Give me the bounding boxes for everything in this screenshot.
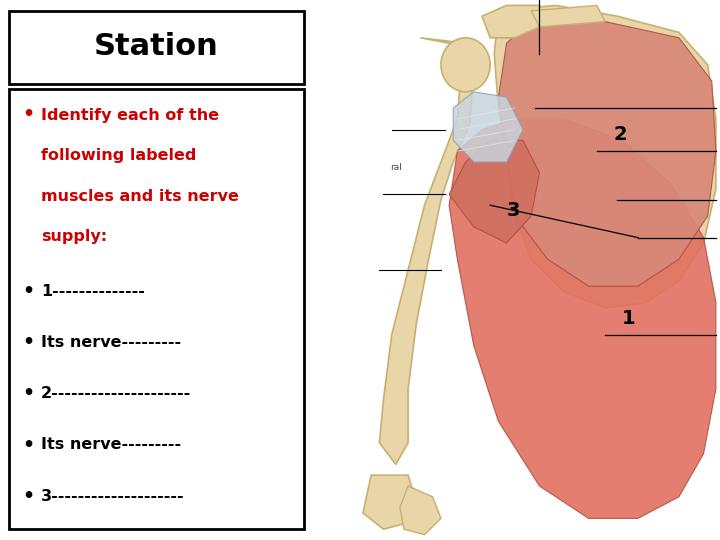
Text: supply:: supply: (41, 230, 107, 245)
Text: Its nerve---------: Its nerve--------- (41, 437, 181, 453)
Text: Identify each of the: Identify each of the (41, 108, 219, 123)
Polygon shape (482, 5, 539, 38)
Text: •: • (22, 384, 34, 403)
Text: ral: ral (390, 163, 402, 172)
Text: •: • (22, 487, 34, 506)
Text: 1--------------: 1-------------- (41, 284, 145, 299)
Polygon shape (454, 92, 523, 162)
Text: muscles and its nerve: muscles and its nerve (41, 189, 238, 204)
Text: 3: 3 (507, 201, 520, 220)
Polygon shape (449, 119, 716, 518)
Text: •: • (22, 282, 34, 301)
Text: Station: Station (94, 32, 219, 62)
Text: 1: 1 (621, 309, 635, 328)
Text: •: • (22, 538, 34, 540)
Polygon shape (363, 475, 416, 529)
Polygon shape (449, 140, 539, 243)
Text: 3--------------------: 3-------------------- (41, 489, 184, 504)
Polygon shape (400, 486, 441, 535)
Text: 2: 2 (613, 125, 627, 144)
Text: •: • (22, 333, 34, 352)
Polygon shape (379, 38, 474, 464)
Polygon shape (531, 5, 605, 27)
Text: •: • (22, 105, 34, 124)
FancyBboxPatch shape (9, 11, 304, 84)
Text: •: • (22, 436, 34, 455)
Ellipse shape (441, 38, 490, 92)
Polygon shape (495, 5, 716, 308)
Text: following labeled: following labeled (41, 148, 196, 164)
Text: 2---------------------: 2--------------------- (41, 386, 191, 401)
Text: Its nerve---------: Its nerve--------- (41, 335, 181, 350)
FancyBboxPatch shape (9, 89, 304, 529)
Polygon shape (498, 16, 716, 286)
